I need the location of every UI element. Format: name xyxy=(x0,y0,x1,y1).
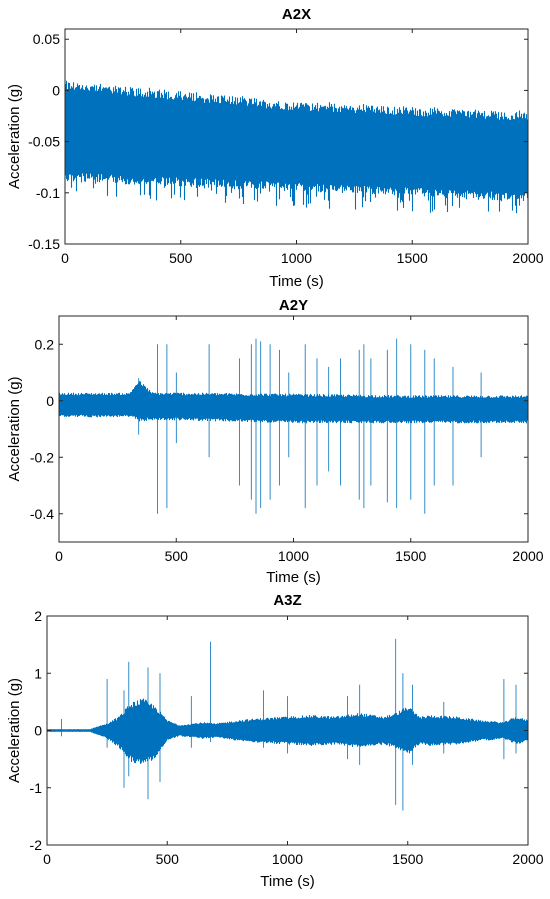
x-tick-label: 1500 xyxy=(397,250,428,266)
y-tick-label: 0.2 xyxy=(35,336,55,352)
y-axis-label: Acceleration (g) xyxy=(6,84,23,189)
y-tick-label: 0.05 xyxy=(33,31,60,47)
y-tick-label: -0.2 xyxy=(30,449,54,465)
y-axis-label: Acceleration (g) xyxy=(6,376,23,481)
x-tick-label: 0 xyxy=(55,548,63,564)
x-tick-label: 1500 xyxy=(395,548,426,564)
x-tick-label: 0 xyxy=(61,250,69,266)
y-tick-label: 2 xyxy=(34,608,42,624)
x-tick-label: 1500 xyxy=(392,851,423,867)
panel-a3z: 0 500 1000 1500 2000 -2 -1 0 1 2 A3Z Time (s) Accele… xyxy=(6,592,544,890)
x-tick-label: 500 xyxy=(169,250,193,266)
y-tick-label: 0 xyxy=(52,82,60,98)
x-tick-label: 2000 xyxy=(512,851,543,867)
y-tick-label: -0.4 xyxy=(30,506,54,522)
y-tick-label: -0.1 xyxy=(36,185,60,201)
y-tick-label: 0 xyxy=(46,393,54,409)
y-tick-label: -0.05 xyxy=(28,134,60,150)
y-tick-label: -2 xyxy=(30,837,43,853)
panel-a2x: 0 500 1000 1500 2000 -0.15 -0.1 -0.05 0 0.05 A2X Ti… xyxy=(6,6,544,290)
x-tick-label: 500 xyxy=(156,851,180,867)
chart-title: A2X xyxy=(282,6,311,23)
y-tick-label: -0.15 xyxy=(28,236,60,252)
x-tick-label: 1000 xyxy=(278,548,309,564)
chart-title: A3Z xyxy=(273,592,301,609)
y-tick-label: 1 xyxy=(34,665,42,681)
x-tick-label: 0 xyxy=(43,851,51,867)
plot-area xyxy=(58,315,529,543)
y-axis-label: Acceleration (g) xyxy=(6,678,23,783)
y-tick-label: 0 xyxy=(34,723,42,739)
x-tick-label: 2000 xyxy=(512,548,543,564)
y-tick-label: -1 xyxy=(30,780,43,796)
x-axis-label: Time (s) xyxy=(269,273,323,290)
panel-a2y: 0 500 1000 1500 2000 -0.4 -0.2 0 0.2 A2Y Time (s) A… xyxy=(6,297,544,586)
x-tick-label: 1000 xyxy=(272,851,303,867)
chart-title: A2Y xyxy=(279,297,308,314)
x-axis-label: Time (s) xyxy=(266,569,320,586)
x-tick-label: 500 xyxy=(165,548,189,564)
x-axis-label: Time (s) xyxy=(260,873,314,890)
x-tick-label: 1000 xyxy=(281,250,312,266)
x-tick-label: 2000 xyxy=(512,250,543,266)
